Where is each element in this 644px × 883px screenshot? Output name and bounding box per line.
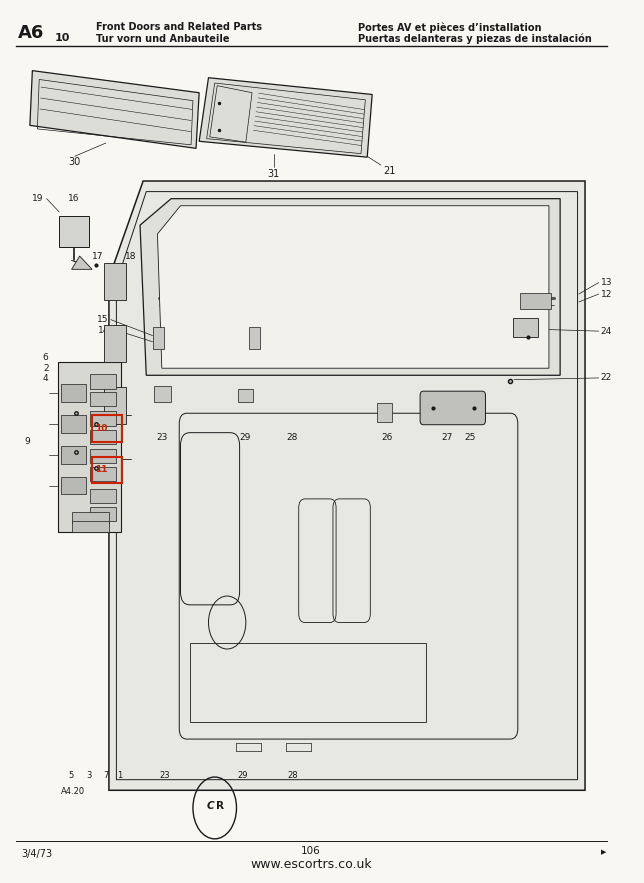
Text: 29: 29 <box>240 433 251 442</box>
Text: 26: 26 <box>381 433 393 442</box>
Text: A4.20: A4.20 <box>61 787 86 796</box>
Bar <box>90 467 117 481</box>
Bar <box>59 216 89 247</box>
Bar <box>61 415 86 433</box>
Polygon shape <box>71 256 92 269</box>
Bar <box>61 384 86 402</box>
Bar <box>61 477 86 494</box>
Bar <box>513 318 538 337</box>
Bar <box>90 392 117 406</box>
Bar <box>90 489 117 503</box>
Text: 28: 28 <box>287 433 298 442</box>
Bar <box>104 325 126 362</box>
Text: R: R <box>216 801 224 811</box>
Text: 106: 106 <box>301 846 321 856</box>
Polygon shape <box>158 206 549 368</box>
Text: Front Doors and Related Parts: Front Doors and Related Parts <box>97 22 263 33</box>
Text: 10: 10 <box>55 33 70 42</box>
Text: 6: 6 <box>43 353 48 362</box>
Text: 12: 12 <box>601 290 612 298</box>
Bar <box>153 327 164 349</box>
Bar <box>104 263 126 300</box>
Text: 3/4/73: 3/4/73 <box>22 849 53 859</box>
Text: Portes AV et pièces d’installation: Portes AV et pièces d’installation <box>358 22 542 33</box>
Text: Tur vorn und Anbauteile: Tur vorn und Anbauteile <box>97 34 230 44</box>
Bar <box>154 386 171 402</box>
Bar <box>190 643 426 722</box>
Text: www.escortrs.co.uk: www.escortrs.co.uk <box>251 858 372 872</box>
Bar <box>90 411 117 426</box>
Text: 22: 22 <box>601 374 612 382</box>
Bar <box>90 449 117 463</box>
Text: 19: 19 <box>32 194 43 203</box>
Text: 21: 21 <box>383 166 395 176</box>
Text: 10: 10 <box>95 424 107 433</box>
Text: 9: 9 <box>24 437 30 446</box>
Polygon shape <box>109 181 585 790</box>
Text: 30: 30 <box>68 157 80 167</box>
Text: 25: 25 <box>464 433 475 442</box>
Bar <box>92 415 122 442</box>
Polygon shape <box>140 199 560 375</box>
FancyBboxPatch shape <box>420 391 486 425</box>
Text: 2: 2 <box>43 364 48 373</box>
Bar <box>104 387 126 424</box>
Text: ▶: ▶ <box>601 849 607 856</box>
Text: 23: 23 <box>156 433 168 442</box>
Text: 15: 15 <box>97 315 109 324</box>
Bar <box>61 446 86 464</box>
Bar <box>377 403 392 422</box>
Bar <box>71 512 109 523</box>
Text: 18: 18 <box>124 252 136 260</box>
Text: 5: 5 <box>68 771 73 780</box>
Polygon shape <box>30 71 199 148</box>
Bar <box>58 362 121 532</box>
Text: 23: 23 <box>160 771 170 780</box>
Text: 4: 4 <box>43 374 48 383</box>
Text: 16: 16 <box>68 194 79 203</box>
Text: 3: 3 <box>86 771 91 780</box>
Text: 31: 31 <box>268 169 280 178</box>
Text: 27: 27 <box>441 433 453 442</box>
Bar <box>90 374 117 389</box>
Text: 24: 24 <box>601 327 612 336</box>
Text: C: C <box>207 801 214 811</box>
Text: 14: 14 <box>97 326 109 335</box>
Text: 13: 13 <box>601 278 612 287</box>
Bar <box>90 430 117 444</box>
Text: 28: 28 <box>287 771 298 780</box>
Bar <box>92 457 122 483</box>
Text: 11: 11 <box>95 465 107 474</box>
Polygon shape <box>199 78 372 157</box>
Text: 7: 7 <box>103 771 108 780</box>
Text: Puertas delanteras y piezas de instalación: Puertas delanteras y piezas de instalaci… <box>358 34 592 44</box>
Bar <box>238 389 253 402</box>
Text: 17: 17 <box>92 252 104 260</box>
Bar <box>90 507 117 521</box>
Text: A6: A6 <box>17 24 44 42</box>
Bar <box>71 521 109 532</box>
Bar <box>249 327 260 349</box>
Bar <box>520 293 551 309</box>
Text: 29: 29 <box>238 771 248 780</box>
Text: 1: 1 <box>117 771 123 780</box>
